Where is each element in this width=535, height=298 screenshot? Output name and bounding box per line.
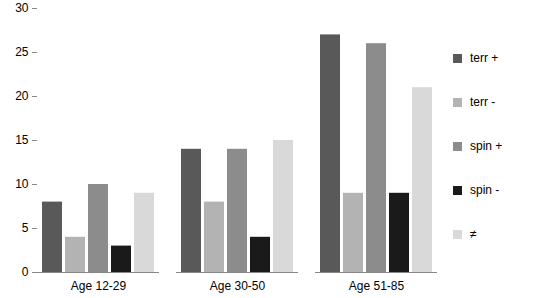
svg-text:Age 12-29: Age 12-29: [71, 279, 127, 293]
svg-text:0: 0: [22, 265, 29, 279]
svg-text:30: 30: [15, 1, 29, 15]
svg-text:5: 5: [22, 221, 29, 235]
html-text:spin -: spin -: [470, 183, 500, 197]
svg-text:Age 30-50: Age 30-50: [210, 279, 266, 293]
svg-text:20: 20: [15, 89, 29, 103]
html-text:terr -: terr -: [470, 95, 496, 109]
svg-text:25: 25: [15, 45, 29, 59]
svg-text:10: 10: [15, 177, 29, 191]
html-text:terr +: terr +: [470, 51, 499, 65]
html-text:spin +: spin +: [470, 139, 503, 153]
svg-text:Age 51-85: Age 51-85: [349, 279, 405, 293]
svg-text:15: 15: [15, 133, 29, 147]
